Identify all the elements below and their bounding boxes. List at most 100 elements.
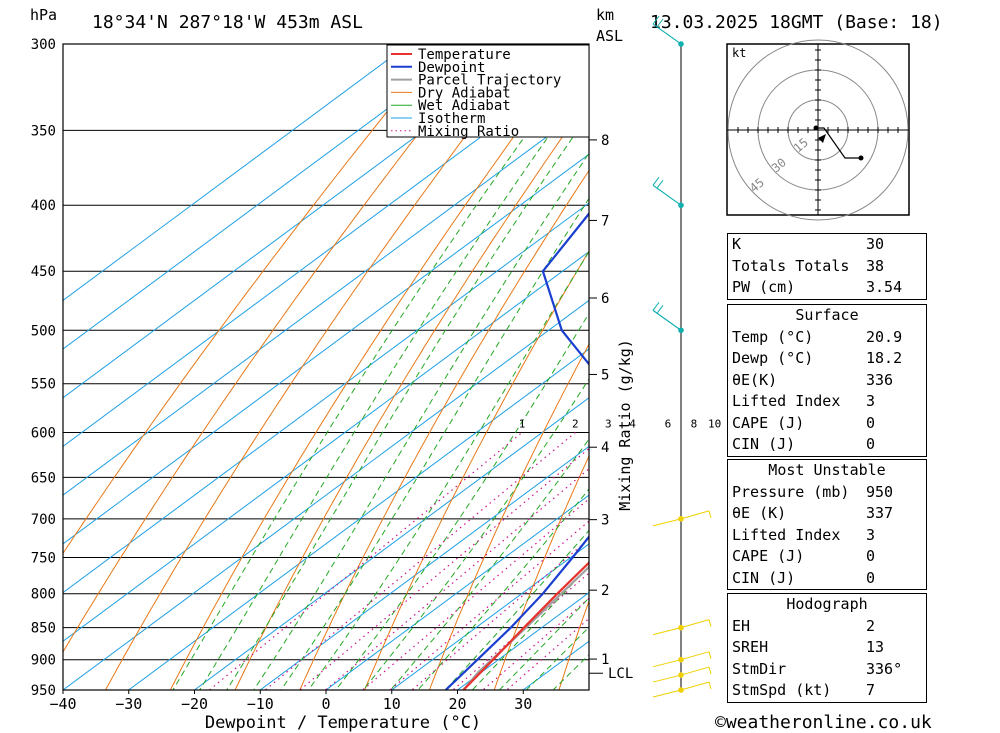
wet-adiabat-line	[335, 312, 589, 690]
wind-barb-shaft	[680, 681, 710, 691]
wind-profile	[652, 15, 712, 698]
mixing-ratio-line	[389, 520, 589, 690]
wind-barb-shaft	[652, 674, 682, 683]
hodograph-trace	[816, 127, 861, 159]
pressure-tick-label: 350	[31, 123, 56, 139]
surface-panel: Surface Temp (°C) 20.9 Dewp (°C) 18.2 θE(K…	[727, 304, 927, 457]
wind-barb-shaft	[680, 666, 710, 676]
legend-entry: Parcel Trajectory	[418, 73, 561, 89]
wet-adiabat-line	[307, 250, 589, 690]
wind-barb-shaft	[652, 659, 682, 668]
wet-adiabat-line	[498, 597, 589, 690]
pressure-tick-label: 750	[31, 551, 56, 567]
wind-barb-flag	[708, 510, 712, 518]
x-tick-label: −10	[247, 695, 274, 713]
legend-entry: Dewpoint	[418, 60, 485, 76]
height-tick-label: 5	[601, 367, 609, 383]
hodo-value: 13	[866, 638, 885, 656]
wind-barb-shaft	[680, 510, 710, 520]
mixing-ratio-label: 4	[629, 417, 636, 430]
hodo-row: StmDir 336°	[728, 659, 926, 681]
mixing-ratio-line	[361, 498, 589, 690]
height-tick-label: 8	[601, 133, 609, 149]
wet-adiabat-line	[226, 113, 589, 690]
height-tick-label: 4	[601, 440, 609, 456]
dry-adiabat-line	[364, 250, 589, 690]
height-ref: ASL	[596, 27, 623, 45]
wind-barb-flag	[708, 619, 712, 627]
mu-row: θE (K) 337	[728, 503, 926, 525]
dry-adiabat-line	[234, 98, 589, 690]
surface-row: Lifted Index 3	[728, 391, 926, 413]
mu-label: Lifted Index	[732, 525, 841, 544]
isotherm-line	[63, 299, 589, 690]
isotherm-line	[390, 543, 589, 690]
wind-barb-shaft	[652, 23, 682, 45]
mixing-ratio-line	[451, 572, 589, 690]
index-value: 30	[866, 235, 885, 253]
index-label: PW (cm)	[732, 278, 796, 296]
wind-barb-flag	[652, 176, 660, 186]
wind-barb-flag	[708, 651, 712, 659]
height-tick-label: 6	[601, 291, 609, 307]
wind-barb-shaft	[652, 184, 682, 206]
pressure-tick-label: 900	[31, 653, 56, 669]
storm-motion-marker	[818, 134, 826, 143]
most-unstable-panel: Most Unstable Pressure (mb) 950 θE (K) 337…	[727, 459, 927, 590]
index-row: Totals Totals 38	[728, 256, 926, 278]
height-unit: km	[596, 6, 614, 24]
legend-entry: Temperature	[418, 47, 511, 63]
legend-entry: Isotherm	[418, 111, 485, 127]
wind-barb-flag	[656, 179, 664, 189]
mu-value: 950	[866, 482, 894, 501]
wind-barb-flag	[652, 15, 660, 25]
isotherm-line	[63, 202, 589, 594]
isotherm-line	[259, 445, 589, 690]
surface-value: 18.2	[866, 349, 903, 367]
x-axis-label: Dewpoint / Temperature (°C)	[205, 713, 481, 733]
hodo-label: SREH	[732, 638, 769, 656]
mixing-ratio-label: 2	[572, 417, 579, 430]
pressure-tick-label: 450	[31, 264, 56, 280]
mu-row: CIN (J) 0	[728, 568, 926, 590]
wind-barb-shaft	[680, 651, 710, 661]
hodo-row: StmSpd (kt) 7	[728, 680, 926, 702]
wind-barb-flag	[656, 18, 664, 28]
x-tick-label: −40	[49, 695, 76, 713]
wet-adiabat-line	[389, 438, 589, 690]
dry-adiabat-line	[946, 5, 1000, 707]
index-row: K 30	[728, 234, 926, 256]
mixing-ratio-line	[324, 467, 589, 690]
hodo-value: 336°	[866, 659, 903, 678]
surface-value: 336	[866, 370, 894, 389]
surface-label: θE(K)	[732, 370, 778, 389]
height-tick-label: 3	[601, 513, 609, 529]
mu-label: θE (K)	[732, 504, 787, 522]
isotherm-line	[325, 494, 589, 690]
wet-adiabat-line	[253, 152, 589, 690]
surface-label: CIN (J)	[732, 435, 796, 453]
hodograph-stats-title: Hodograph	[786, 595, 868, 613]
legend-entry: Dry Adiabat	[418, 85, 511, 101]
hodo-label: StmSpd (kt)	[732, 681, 832, 699]
hodograph-stats-panel: Hodograph EH 2 SREH 13 StmDir 336° StmSpd (…	[727, 593, 927, 703]
x-tick-label: 20	[448, 695, 466, 713]
surface-value: 20.9	[866, 327, 903, 346]
legend-entry: Mixing Ratio	[418, 124, 519, 140]
surface-title: Surface	[795, 306, 859, 324]
wet-adiabat-line	[199, 78, 589, 690]
pressure-unit: hPa	[30, 6, 57, 24]
copyright: ©weatheronline.co.uk	[715, 712, 932, 733]
dry-adiabat-line	[558, 599, 589, 690]
mu-value: 3	[866, 525, 876, 544]
mixing-ratio-line	[298, 447, 589, 690]
surface-label: CAPE (J)	[732, 413, 805, 432]
dewpoint-line	[444, 211, 589, 690]
hodo-label: StmDir	[732, 659, 787, 678]
wet-adiabat-line	[172, 47, 589, 690]
surface-row: CAPE (J) 0	[728, 413, 926, 435]
index-row: PW (cm) 3.54	[728, 277, 926, 299]
legend-entry: Wet Adiabat	[418, 98, 511, 114]
